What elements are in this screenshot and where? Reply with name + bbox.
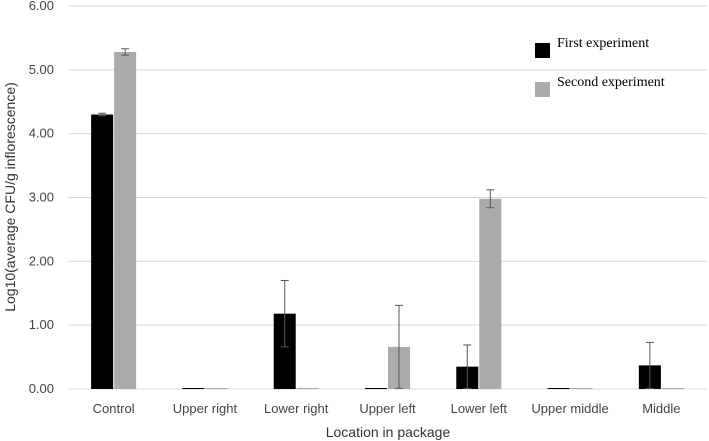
y-tick-label: 4.00: [29, 126, 54, 141]
bars: [91, 51, 684, 390]
y-tick-label: 1.00: [29, 317, 54, 332]
y-axis-title: Log10(average CFU/g inflorescence): [2, 82, 18, 312]
bar: [273, 313, 296, 389]
x-tick-label: Control: [93, 401, 135, 416]
legend-label: Second experiment: [557, 75, 665, 90]
error-bars: [98, 48, 654, 389]
legend: First experiment Second experiment: [535, 36, 665, 97]
gridlines: [68, 5, 707, 390]
y-axis-ticks: 0.00 1.00 2.00 3.00 4.00 5.00 6.00: [29, 0, 54, 396]
x-tick-label: Upper left: [359, 401, 416, 416]
bar: [570, 388, 593, 389]
bar: [479, 198, 502, 389]
bar: [365, 388, 387, 389]
bar: [547, 388, 570, 389]
bar: [114, 51, 137, 390]
x-tick-label: Upper middle: [531, 401, 608, 416]
x-tick-label: Lower right: [264, 401, 329, 416]
x-tick-label: Lower left: [451, 401, 508, 416]
legend-label: First experiment: [557, 36, 649, 51]
legend-swatch: [535, 82, 550, 97]
x-axis-title: Location in package: [326, 424, 451, 440]
legend-swatch: [535, 43, 550, 58]
x-tick-label: Middle: [642, 401, 680, 416]
bar: [205, 388, 228, 389]
bar: [91, 114, 114, 390]
bar: [661, 388, 684, 389]
y-tick-label: 6.00: [29, 0, 54, 13]
y-tick-label: 0.00: [29, 381, 54, 396]
bar: [296, 388, 319, 389]
y-tick-label: 5.00: [29, 62, 54, 77]
y-tick-label: 3.00: [29, 190, 54, 205]
bar: [182, 388, 205, 389]
x-tick-label: Upper right: [173, 401, 238, 416]
y-tick-label: 2.00: [29, 253, 54, 268]
x-axis-ticks: Control Upper right Lower right Upper left L…: [93, 401, 681, 416]
